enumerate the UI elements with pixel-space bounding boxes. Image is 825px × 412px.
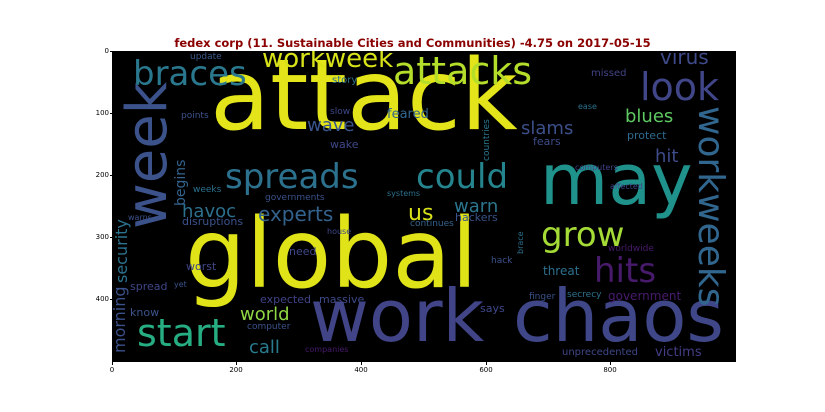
word-us: us [408,201,434,226]
word-cloud-image: attack global may chaos work week attacks brace… [112,51,736,362]
x-tick [112,362,113,365]
word-know: know [130,306,160,319]
y-tick [110,237,112,238]
word-continues: continues [410,219,454,229]
word-computers: computers [575,163,618,172]
word-workweeks: workweeks [690,106,731,307]
word-countries: countries [482,118,492,161]
word-could: could [416,157,509,197]
word-governments: governments [265,193,325,203]
word-computer: computer [247,322,291,332]
word-house: house [327,227,352,236]
figure-title: fedex corp (11. Sustainable Cities and C… [174,36,651,50]
word-work: work [310,274,485,358]
word-worldwide: worldwide [608,244,654,254]
y-tick-label: 200 [95,171,109,179]
word-may: may [540,139,693,221]
word-experts: experts [258,202,334,226]
word-massive: massive [319,293,365,306]
word-systems: systems [387,189,421,198]
word-slams: slams [521,118,574,139]
x-tick-label: 400 [354,366,368,374]
word-week: week [115,82,180,230]
word-secrecy: secrecy [567,290,602,300]
word-victims: victims [655,345,702,360]
y-tick-label: 400 [95,295,109,303]
word-start: start [137,311,226,355]
word-affected: affected [610,182,643,191]
word-blues: blues [625,106,674,127]
x-tick-label: 0 [109,366,115,374]
y-tick-label: 300 [95,233,109,241]
word-fears: fears [533,135,561,148]
x-tick-label: 800 [603,366,617,374]
word-workweek: workweek [262,51,394,74]
word-hits: hits [594,251,657,291]
word-attacks: attacks [393,51,533,93]
word-wave: wave [307,115,355,136]
word-warn: warn [454,196,499,217]
word-finger: finger [529,292,556,302]
word-virus: virus [660,51,709,69]
word-missed: missed [591,68,627,79]
word-need: need [289,245,317,258]
word-havoc: havoc [182,201,236,222]
word-chaos: chaos [513,274,724,358]
y-tick [110,299,112,300]
word-morning: morning [112,286,129,354]
word-spread: spread [130,280,168,293]
word-slow: slow [330,107,351,117]
word-hackers: hackers [455,211,498,224]
x-tick [361,362,362,365]
word-begins: begins [173,159,189,207]
word-feared: feared [387,107,429,122]
word-threat: threat [543,264,580,278]
word-brace: brace [516,231,525,254]
word-disruptions: disruptions [182,215,244,228]
x-tick-label: 200 [229,366,243,374]
word-ease: ease [578,102,597,111]
x-tick [236,362,237,365]
word-points: points [181,111,209,121]
word-wake: wake [330,138,359,151]
y-tick-label: 100 [95,109,109,117]
word-yet: yet [174,280,187,289]
word-protect: protect [627,129,667,142]
word-security: security [112,218,131,283]
word-expected: expected [260,293,311,306]
word-world: world [240,304,290,325]
word-government: government [608,289,682,303]
word-call: call [249,337,280,358]
word-unprecedented: unprecedented [562,347,638,358]
word-attack: attack [210,51,518,153]
y-tick [110,113,112,114]
x-tick [610,362,611,365]
word-warns: warns [128,213,152,222]
word-weeks: weeks [193,185,222,195]
word-story: story [332,75,358,86]
word-hack: hack [491,256,513,266]
y-tick-label: 0 [104,47,109,55]
word-global: global [185,198,478,310]
word-braces: braces [133,54,247,94]
word-companies: companies [305,345,349,354]
word-update: update [190,52,222,62]
word-hit: hit [655,146,679,167]
word-spreads: spreads [225,157,359,197]
y-tick [110,175,112,176]
x-tick-label: 600 [479,366,493,374]
word-grow: grow [541,215,625,255]
word-says: says [480,302,505,315]
word-look: look [640,65,720,109]
x-tick [486,362,487,365]
y-tick [110,51,112,52]
word-worst: worst [186,260,217,273]
